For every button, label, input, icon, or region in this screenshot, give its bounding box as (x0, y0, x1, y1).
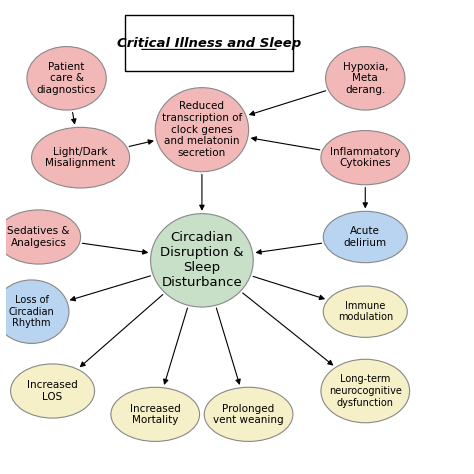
Ellipse shape (32, 128, 129, 188)
Text: Long-term
neurocognitive
dysfunction: Long-term neurocognitive dysfunction (329, 374, 401, 408)
Text: Patient
care &
diagnostics: Patient care & diagnostics (37, 62, 96, 95)
Text: Sedatives &
Analgesics: Sedatives & Analgesics (7, 226, 70, 248)
Text: Hypoxia,
Meta
derang.: Hypoxia, Meta derang. (343, 62, 388, 95)
Ellipse shape (323, 211, 407, 263)
Text: Reduced
transcription of
clock genes
and melatonin
secretion: Reduced transcription of clock genes and… (162, 101, 242, 158)
Text: Acute
delirium: Acute delirium (344, 226, 387, 248)
Ellipse shape (27, 46, 106, 110)
Ellipse shape (321, 131, 410, 185)
Ellipse shape (204, 387, 293, 441)
Text: Loss of
Circadian
Rhythm: Loss of Circadian Rhythm (9, 295, 55, 328)
Text: Inflammatory
Cytokines: Inflammatory Cytokines (330, 147, 401, 168)
Text: Circadian
Disruption &
Sleep
Disturbance: Circadian Disruption & Sleep Disturbance (160, 231, 244, 289)
Ellipse shape (0, 210, 81, 264)
FancyBboxPatch shape (125, 15, 293, 71)
Ellipse shape (326, 46, 405, 110)
Ellipse shape (323, 286, 407, 337)
Ellipse shape (321, 359, 410, 423)
Text: Light/Dark
Misalignment: Light/Dark Misalignment (46, 147, 116, 168)
Text: Increased
Mortality: Increased Mortality (130, 403, 181, 425)
Ellipse shape (155, 88, 248, 172)
Text: Increased
LOS: Increased LOS (27, 380, 78, 402)
Text: Critical Illness and Sleep: Critical Illness and Sleep (117, 37, 301, 50)
Ellipse shape (10, 364, 95, 418)
Ellipse shape (151, 214, 253, 307)
Ellipse shape (0, 280, 69, 343)
Text: Immune
modulation: Immune modulation (337, 301, 393, 322)
Text: Prolonged
vent weaning: Prolonged vent weaning (213, 403, 284, 425)
Ellipse shape (111, 387, 200, 441)
